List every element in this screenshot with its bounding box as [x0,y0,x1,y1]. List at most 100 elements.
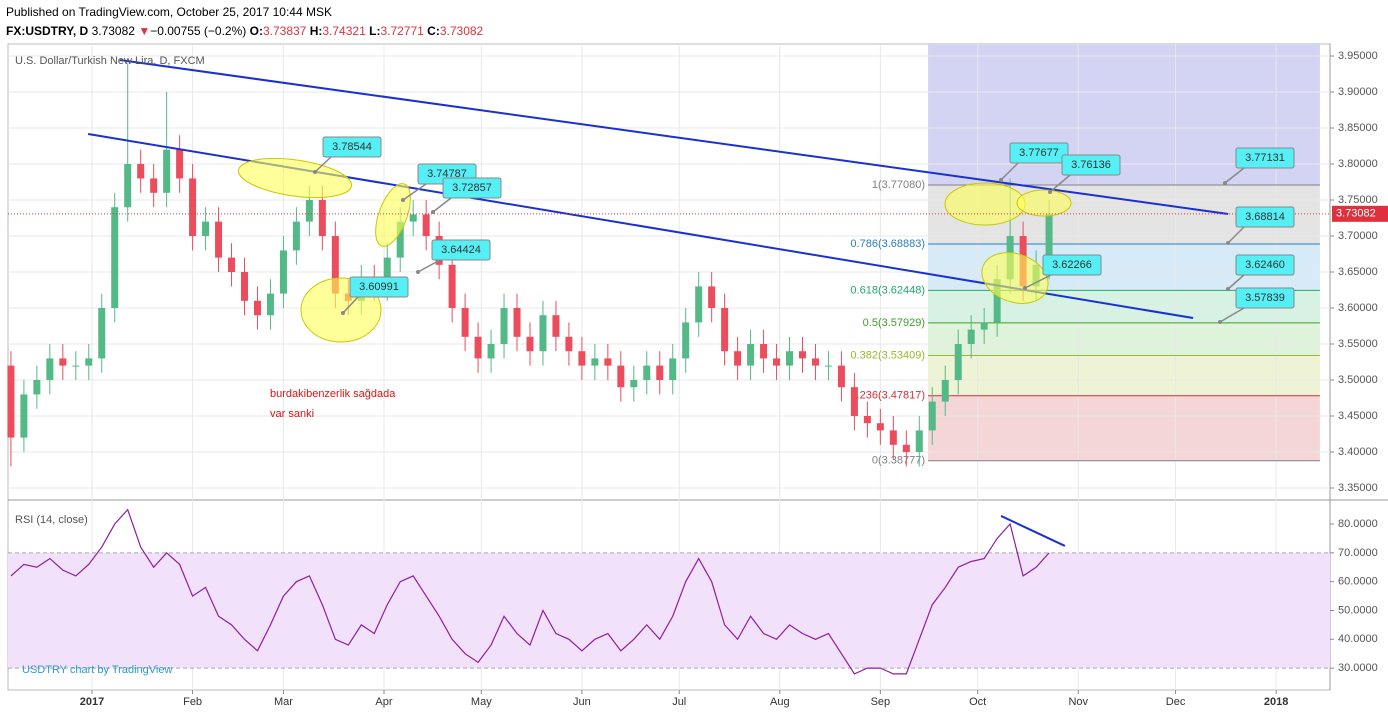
candle-body [1045,213,1053,265]
y-tick-label: 60.0000 [1338,576,1378,588]
y-tick-label: 3.80000 [1338,158,1378,170]
candle-body [798,351,806,359]
candle-body [967,329,975,345]
candle-body [409,214,417,222]
candle-body [189,178,197,237]
candle-body [980,322,988,330]
candle-body [941,380,949,402]
candle-body [708,286,716,309]
x-tick-label: Jul [672,696,686,708]
candle-body [150,178,158,193]
pane-title: RSI (14, close) [15,514,88,526]
candle-body [383,257,391,287]
callout-pointer [314,156,332,173]
comment: var sanki [270,408,314,420]
callout-point [1048,190,1052,194]
x-tick-label: Apr [375,696,392,708]
candle-body [111,207,119,309]
candle-body [552,315,560,337]
callout-pointer [342,296,359,314]
candle-body [734,351,742,366]
callout-label: 3.57839 [1245,292,1285,304]
x-tick-label: 2017 [80,696,104,708]
candle-body [630,380,638,388]
callout-point [416,270,420,274]
candle-body [747,344,755,366]
callout-label: 3.76136 [1071,159,1111,171]
callout-label: 3.60991 [359,281,399,293]
y-tick-label: 3.60000 [1338,302,1378,314]
callout-box [1235,206,1295,228]
candle-body [292,221,300,251]
l-value: 3.72771 [380,24,424,38]
callout-label: 3.77677 [1019,147,1059,159]
o-value: 3.73837 [262,24,307,38]
y-tick-label: 40.0000 [1338,633,1378,645]
callout-pointer [1224,167,1245,184]
candle-body [176,149,184,179]
fib-label: 0.382(3.53409) [850,349,925,361]
callout-label: 3.62460 [1245,259,1285,271]
callout-pointer [432,197,452,213]
callout-point [401,198,405,202]
y-tick-label: 3.45000 [1338,410,1378,422]
callout-box [1235,254,1295,276]
x-tick-label: Oct [969,696,986,708]
ellipse [237,157,353,199]
candle-body [305,200,313,222]
callout-point [1226,287,1230,291]
fib-label: 0(3.38777) [872,455,925,467]
callout-label: 3.72857 [452,182,492,194]
candle-body [811,358,819,366]
candle-body [928,401,936,431]
y-tick-label: 50.0000 [1338,604,1378,616]
candle-body [591,358,599,366]
callout-label: 3.78544 [332,141,372,153]
y-tick-label: 3.55000 [1338,338,1378,350]
candle-body [487,344,495,359]
y-tick-label: 3.65000 [1338,266,1378,278]
fib-label: 1(3.77080) [872,179,925,191]
trend-line [119,59,1229,215]
pane-title: U.S. Dollar/Turkish New Lira, D, FXCM [15,55,205,67]
highlight-ellipses [237,157,1072,343]
x-tick-label: Jun [573,696,591,708]
candle-body [539,315,547,352]
x-tick-label: Mar [274,696,293,708]
candle-body [202,221,210,237]
candle-body [266,293,274,316]
y-tick-label: 3.40000 [1338,446,1378,458]
x-tick-label: Dec [1166,696,1186,708]
l-label: L: [369,24,381,38]
y-tick-label: 3.85000 [1338,122,1378,134]
callout-pointer [1227,226,1245,244]
candle-body [850,387,858,417]
callout-label: 3.74787 [427,168,467,180]
callout-point [1023,286,1027,290]
y-tick-label: 3.50000 [1338,374,1378,386]
fib-label: 0.618(3.62448) [850,284,925,296]
last-price-box [1332,205,1388,222]
x-tick-label: 2018 [1264,696,1288,708]
callout-box [1061,154,1121,176]
comment: burdakibenzerlik sağdada [270,388,396,400]
callout-label: 3.62266 [1052,259,1092,271]
y-tick-label: 3.90000 [1338,86,1378,98]
callout-point [999,178,1003,182]
candle-body [253,300,261,316]
callout-point [431,210,435,214]
candle-body [824,365,832,367]
header: Published on TradingView.com, October 25… [6,3,483,41]
candle-body [513,308,521,337]
candle-body [993,279,1001,323]
candle-body [20,394,28,438]
ellipse [944,182,1026,226]
candle-body [46,358,54,381]
callout-pointer [1219,307,1245,323]
callout-box [1235,287,1295,309]
trend-line [1000,515,1066,547]
candle-body [526,336,534,352]
candle-body [461,308,469,337]
y-tick-label: 3.35000 [1338,482,1378,494]
